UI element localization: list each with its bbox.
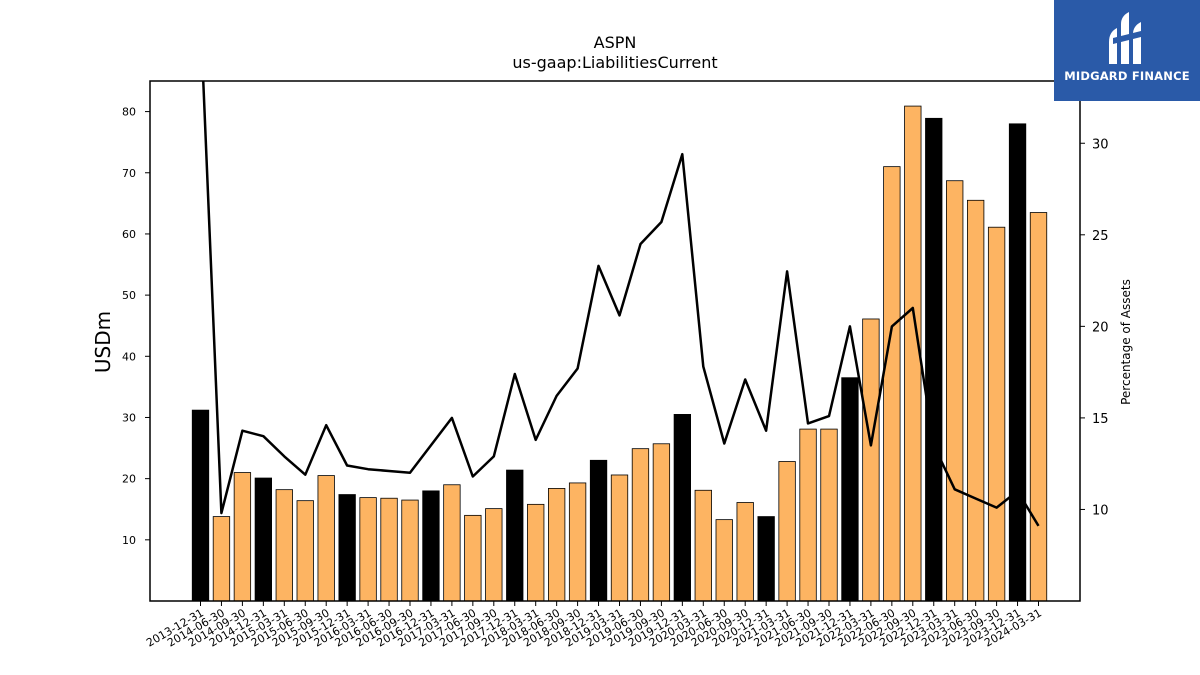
bar-2018-06-30	[548, 488, 566, 602]
bar-2019-09-30	[652, 443, 671, 602]
y-tick-label: 60	[122, 228, 136, 241]
bar-2015-06-30	[296, 500, 314, 602]
bar-2018-12-31	[589, 459, 608, 602]
bar-2017-09-30	[485, 508, 503, 602]
bar-2021-12-31	[841, 377, 859, 602]
y2-tick-label: 30	[1092, 137, 1109, 152]
bar-2022-06-30	[883, 166, 901, 602]
bar-2019-06-30	[631, 448, 650, 602]
brand-logo-text: MIDGARD FINANCE	[1064, 69, 1190, 83]
bar-2016-09-30	[401, 499, 419, 602]
bar-2017-12-31	[506, 469, 524, 602]
bar-2016-06-30	[380, 497, 398, 602]
bar-2019-03-31	[610, 474, 629, 602]
bar-2017-03-31	[443, 484, 461, 602]
y-tick-label: 10	[122, 534, 136, 547]
bar-2020-12-31	[757, 516, 775, 602]
y2-tick-label: 10	[1092, 503, 1109, 518]
y-tick-label: 50	[122, 289, 136, 302]
axes: 102030405060708010152025302013-12-312014…	[122, 106, 1109, 650]
bar-2016-12-31	[422, 490, 440, 602]
y-axis-label: USDm	[91, 311, 115, 373]
bar-2021-03-31	[778, 461, 796, 602]
bars	[191, 105, 1048, 602]
bar-2021-09-30	[820, 428, 838, 602]
bar-2019-12-31	[673, 414, 691, 602]
bar-2014-09-30	[233, 472, 252, 602]
bar-2013-12-31	[191, 409, 210, 602]
bar-2020-03-31	[694, 489, 712, 602]
bar-2015-12-31	[338, 494, 356, 602]
bar-2023-12-31	[1008, 123, 1027, 602]
midgard-logo-icon	[1109, 12, 1145, 64]
bar-2014-12-31	[254, 477, 273, 602]
percentage-of-assets-line	[202, 81, 1040, 527]
y-tick-label: 20	[122, 473, 136, 486]
y-tick-label: 80	[122, 106, 136, 119]
bar-2016-03-31	[359, 497, 377, 602]
bar-2020-09-30	[736, 502, 754, 602]
y2-tick-label: 15	[1092, 412, 1109, 427]
bar-2024-03-31	[1029, 212, 1048, 602]
percentage-line-group	[202, 81, 1040, 527]
chart-subtitle: us-gaap:LiabilitiesCurrent	[512, 53, 717, 72]
bar-2015-03-31	[275, 489, 293, 602]
bar-2023-03-31	[946, 180, 964, 602]
y2-tick-label: 20	[1092, 320, 1109, 335]
bar-2015-09-30	[317, 475, 335, 602]
bar-2014-06-30	[212, 516, 231, 602]
bar-2017-06-30	[464, 514, 482, 602]
brand-logo: MIDGARD FINANCE	[1054, 0, 1200, 101]
y2-tick-label: 25	[1092, 229, 1109, 244]
bar-2018-09-30	[568, 482, 587, 602]
bar-2022-03-31	[862, 318, 880, 602]
chart-title: ASPN	[594, 33, 637, 52]
bar-2023-09-30	[987, 226, 1006, 602]
bar-2020-06-30	[715, 519, 733, 602]
bar-2023-06-30	[967, 199, 985, 602]
y2-axis-label: Percentage of Assets	[1119, 279, 1133, 405]
bar-2021-06-30	[799, 428, 817, 602]
bar-2022-12-31	[925, 117, 943, 602]
bar-2018-03-31	[527, 503, 545, 602]
y-tick-label: 70	[122, 167, 136, 180]
y-tick-label: 30	[122, 411, 136, 424]
y-tick-label: 40	[122, 350, 136, 363]
plot-frame	[149, 80, 1081, 602]
